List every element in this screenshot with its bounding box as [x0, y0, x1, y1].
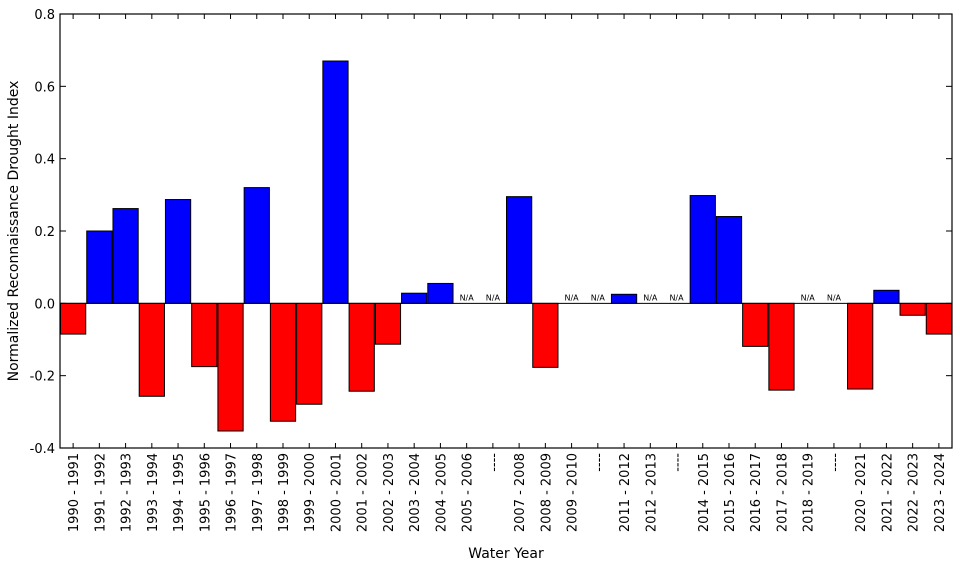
y-axis: -0.4 -0.2 0.0 0.2 0.4 0.6 0.8	[30, 8, 952, 457]
x-tick-label: 1998 - 1999	[277, 453, 292, 532]
na-label: N/A	[486, 293, 501, 302]
na-label: N/A	[460, 293, 475, 302]
x-tick-label: 1994 - 1995	[172, 453, 187, 532]
x-tick-label: 2003 - 2004	[408, 453, 423, 532]
bar	[138, 302, 165, 397]
x-tick-label: 2022 - 2023	[907, 453, 922, 532]
na-label: N/A	[591, 293, 606, 302]
bar	[243, 187, 270, 304]
bar	[742, 302, 769, 347]
x-tick-label: 2020 - 2021	[854, 453, 869, 532]
y-tick-label: -0.2	[30, 370, 55, 385]
x-tick-label: 1992 - 1993	[120, 453, 135, 532]
na-label: N/A	[669, 293, 684, 302]
x-tick-label: 1991 - 1992	[93, 453, 108, 532]
x-tick-label: 2002 - 2003	[382, 453, 397, 532]
y-tick-label: 0.0	[34, 297, 55, 312]
na-labels: N/A N/A N/A N/A N/A N/A N/A N/A	[460, 293, 842, 302]
bar	[269, 302, 297, 422]
plot-frame	[59, 13, 953, 449]
bar	[60, 302, 87, 335]
bar	[296, 302, 323, 405]
x-tick-label: 2014 - 2015	[697, 453, 712, 532]
x-tick-label: 2018 - 2019	[802, 453, 817, 532]
bar	[112, 208, 139, 304]
x-axis-label: Water Year	[468, 546, 544, 562]
bar	[925, 302, 953, 335]
x-tick-label: 2023 - 2024	[933, 453, 948, 532]
y-axis-label: Normalized Reconnaissance Drought Index	[6, 81, 22, 382]
bar	[715, 216, 743, 304]
y-tick-label: -0.4	[30, 442, 55, 457]
x-tick-label: 2021 - 2022	[880, 453, 895, 532]
bar	[322, 60, 349, 304]
x-tick-label: 2011 - 2012	[618, 453, 633, 532]
x-tick-label: 2017 - 2018	[775, 453, 790, 532]
bar	[401, 292, 428, 304]
bar	[164, 199, 192, 304]
x-tick-label: ----	[487, 453, 502, 472]
na-label: N/A	[827, 293, 842, 302]
x-axis: 1990 - 1991 1991 - 1992 1992 - 1993 1993 - …	[67, 14, 948, 532]
bars	[60, 60, 953, 432]
bar	[899, 302, 926, 316]
bar	[191, 302, 218, 368]
bar	[847, 302, 874, 390]
x-tick-label: 1993 - 1994	[146, 453, 161, 532]
x-tick-label: 1990 - 1991	[67, 453, 82, 532]
x-tick-label: 2015 - 2016	[723, 453, 738, 532]
bar	[217, 302, 244, 432]
x-tick-label: 2008 - 2009	[539, 453, 554, 532]
bar	[768, 302, 795, 391]
bar	[506, 196, 533, 304]
bar	[689, 195, 716, 304]
x-tick-label: 2005 - 2006	[461, 453, 476, 532]
x-tick-label: 2012 - 2013	[644, 453, 659, 532]
bar	[427, 282, 454, 304]
y-tick-label: 0.2	[34, 225, 55, 240]
x-tick-label: 2001 - 2002	[356, 453, 371, 532]
x-tick-label: 2009 - 2010	[566, 453, 581, 532]
x-tick-label: 2004 - 2005	[434, 453, 449, 532]
y-tick-label: 0.6	[34, 80, 55, 95]
x-tick-label: ----	[671, 453, 686, 472]
bar	[374, 302, 402, 345]
y-tick-label: 0.4	[34, 153, 55, 168]
bar	[348, 302, 375, 392]
x-tick-label: 1996 - 1997	[225, 453, 240, 532]
na-label: N/A	[565, 293, 580, 302]
y-tick-label: 0.8	[34, 8, 55, 23]
bar	[873, 289, 900, 304]
x-tick-label: ----	[828, 453, 843, 472]
bar	[610, 293, 638, 304]
x-tick-label: 2016 - 2017	[749, 453, 764, 532]
x-tick-label: 2000 - 2001	[329, 453, 344, 532]
x-tick-label: 1997 - 1998	[251, 453, 266, 532]
x-tick-label: 1995 - 1996	[198, 453, 213, 532]
x-tick-label: 2007 - 2008	[513, 453, 528, 532]
na-label: N/A	[643, 293, 658, 302]
bar	[532, 302, 559, 368]
bar	[86, 230, 113, 304]
x-tick-label: ----	[592, 453, 607, 472]
na-label: N/A	[801, 293, 816, 302]
x-tick-label: 1999 - 2000	[303, 453, 318, 532]
